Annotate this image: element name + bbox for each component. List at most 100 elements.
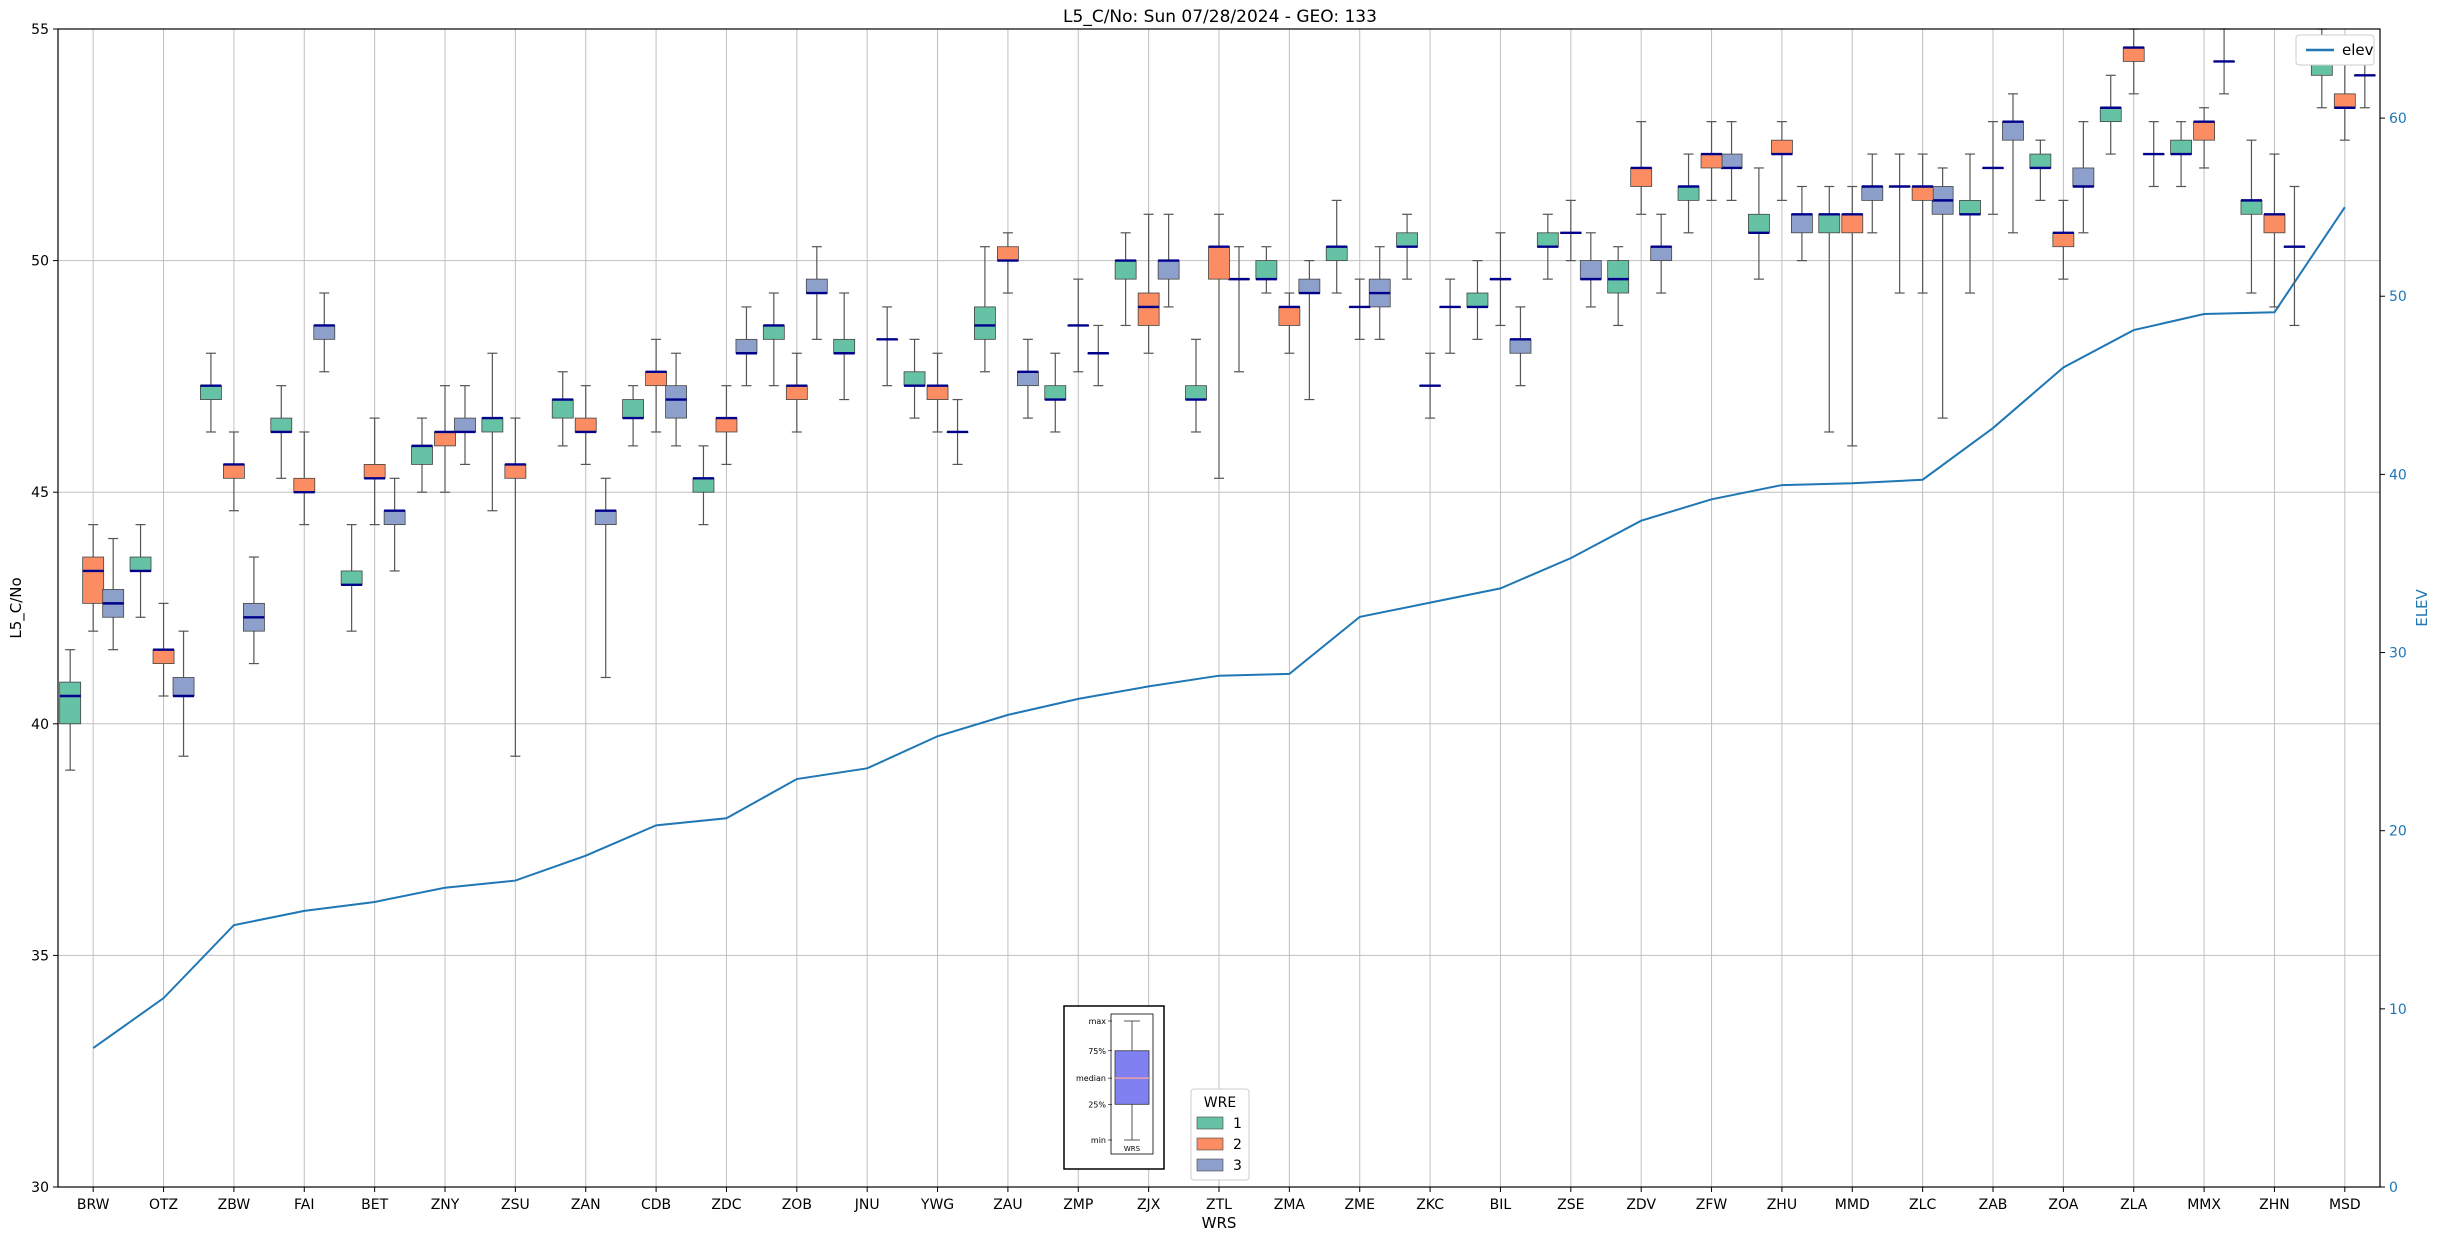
box-iqr: [1771, 139, 1793, 155]
box-zfw-wre3: [1720, 121, 1743, 201]
box-zsu-wre1: [481, 352, 504, 512]
box-zab-wre2: [1982, 121, 2004, 215]
box-iqr: [270, 417, 293, 433]
box-zdv-wre2: [1630, 121, 1653, 215]
box-zhu-wre1: [1748, 167, 1770, 280]
box-iqr: [1255, 260, 1278, 280]
wre-legend-label-2: 2: [1233, 1137, 1242, 1153]
box-iqr: [1114, 260, 1137, 280]
box-iqr: [2072, 167, 2095, 187]
box-zbw-wre1: [200, 352, 222, 433]
box-zmp-wre1: [1044, 352, 1067, 433]
box-plots: [59, 28, 2376, 771]
box-fai-wre2: [293, 431, 316, 526]
y-tick-label: 55: [31, 22, 49, 38]
key-xlabel: WRS: [1124, 1145, 1141, 1153]
box-iqr: [411, 445, 433, 465]
box-ztl-wre3: [1228, 246, 1250, 373]
box-iqr: [551, 399, 574, 419]
x-tick-label-fai: FAI: [294, 1197, 314, 1213]
box-zla-wre3: [2142, 121, 2165, 188]
box-iqr: [645, 371, 667, 387]
box-ywg-wre1: [903, 338, 926, 419]
box-iqr: [293, 477, 316, 493]
box-iqr: [172, 677, 195, 697]
box-zny-wre2: [434, 385, 456, 493]
box-iqr: [383, 510, 406, 526]
x-tick-label-otz: OTZ: [149, 1197, 178, 1213]
box-ztl-wre2: [1208, 213, 1230, 479]
box-iqr: [200, 385, 222, 400]
box-zma-wre2: [1278, 292, 1301, 354]
x-tick-label-zmp: ZMP: [1063, 1197, 1093, 1213]
box-zlc-wre3: [1931, 167, 1954, 419]
box-iqr: [2240, 199, 2263, 215]
y2-axis: 0 10 20 30 40 50 60: [2380, 111, 2407, 1196]
x-tick-label-zhu: ZHU: [1767, 1197, 1797, 1213]
chart-title: L5_C/No: Sun 07/28/2024 - GEO: 133: [1063, 7, 1377, 27]
y2-tick-label: 60: [2389, 111, 2407, 127]
box-mmd-wre1: [1818, 185, 1841, 433]
y-axis-label: L5_C/No: [7, 577, 26, 638]
box-iqr: [926, 385, 949, 400]
box-zdc-wre3: [735, 306, 758, 387]
box-iqr: [1536, 232, 1559, 248]
box-zhn-wre1: [2240, 139, 2263, 294]
box-zoa-wre3: [2072, 121, 2095, 234]
box-zse-wre2: [1559, 199, 1582, 262]
box-zbw-wre2: [223, 431, 245, 512]
box-zhu-wre3: [1791, 185, 1813, 262]
key-label: max: [1089, 1017, 1107, 1026]
box-jnu-wre1: [833, 292, 856, 401]
box-iqr: [434, 431, 456, 447]
box-iqr: [1677, 186, 1700, 201]
y2-tick-label: 10: [2389, 1002, 2407, 1018]
box-cdb-wre3: [665, 352, 687, 447]
box-msd-wre2: [2333, 60, 2356, 141]
box-zmp-wre3: [1087, 324, 1110, 387]
box-iqr: [1396, 232, 1418, 248]
key-label: median: [1076, 1074, 1106, 1083]
y2-axis-label: ELEV: [2413, 588, 2431, 626]
box-iqr: [2099, 107, 2122, 123]
box-iqr: [1509, 338, 1532, 354]
box-brw-wre2: [82, 524, 105, 632]
box-zme-wre2: [1348, 278, 1371, 340]
x-tick-label-brw: BRW: [77, 1197, 110, 1213]
x-tick-label-zjx: ZJX: [1137, 1197, 1161, 1213]
x-tick-label-zse: ZSE: [1557, 1197, 1584, 1213]
box-mmx-wre1: [2170, 121, 2192, 188]
box-zab-wre3: [2002, 93, 2024, 234]
box-zla-wre1: [2099, 74, 2122, 155]
wre-legend-swatch-2: [1196, 1137, 1224, 1151]
x-tick-label-msd: MSD: [2329, 1197, 2361, 1213]
box-zab-wre1: [1959, 153, 1981, 294]
box-iqr: [1157, 260, 1180, 280]
box-cdb-wre1: [622, 385, 644, 447]
y2-tick-label: 50: [2389, 289, 2407, 305]
box-iqr: [2333, 93, 2356, 109]
box-zau-wre3: [1017, 338, 1039, 419]
box-ywg-wre2: [926, 352, 949, 433]
box-iqr: [2002, 121, 2024, 141]
x-tick-label-zkc: ZKC: [1416, 1197, 1444, 1213]
box-iqr: [762, 325, 785, 340]
box-jnu-wre3: [876, 306, 899, 387]
box-zkc-wre2: [1419, 352, 1441, 419]
x-tick-label-ywg: YWG: [920, 1197, 954, 1213]
x-tick-label-zdc: ZDC: [711, 1197, 741, 1213]
x-tick-label-zme: ZME: [1344, 1197, 1375, 1213]
box-zbw-wre3: [243, 556, 265, 665]
box-iqr: [1607, 260, 1630, 294]
box-iqr: [1017, 371, 1039, 387]
key-label: min: [1091, 1136, 1106, 1145]
box-iqr: [1841, 213, 1864, 234]
box-zmp-wre2: [1067, 278, 1090, 373]
box-iqr: [1700, 153, 1723, 169]
box-zkc-wre1: [1396, 213, 1418, 280]
box-iqr: [665, 385, 687, 419]
x-tick-label-ztl: ZTL: [1206, 1197, 1232, 1213]
x-tick-label-zdv: ZDV: [1626, 1197, 1656, 1213]
box-iqr: [2029, 153, 2052, 169]
